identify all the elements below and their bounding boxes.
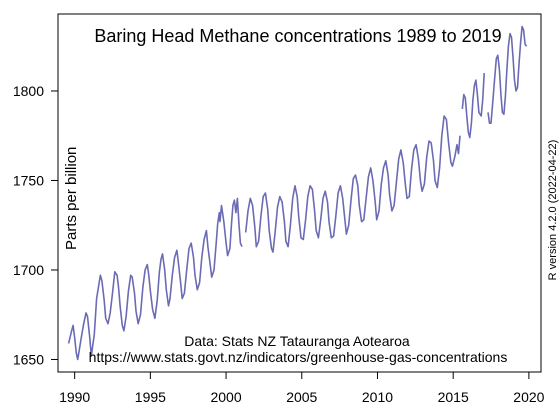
series-line-segment-2 <box>244 115 461 253</box>
series-group <box>67 25 528 361</box>
x-tick-label: 1990 <box>59 389 90 405</box>
series-line-segment-3 <box>461 73 485 139</box>
y-tick-label: 1650 <box>13 351 44 367</box>
source-annotation: Data: Stats NZ Tatauranga Aotearoa <box>184 333 410 349</box>
y-axis: 1650 1700 1750 1800 <box>13 83 58 367</box>
r-version-note: R version 4.2.0 (2022-04-22) <box>547 140 559 281</box>
x-tick-label: 2000 <box>210 389 241 405</box>
x-tick-label: 2015 <box>438 389 469 405</box>
y-tick-label: 1700 <box>13 262 44 278</box>
source-url-annotation: https://www.stats.govt.nz/indicators/gre… <box>89 349 508 365</box>
y-tick-label: 1750 <box>13 172 44 188</box>
series-line-segment-1 <box>67 197 243 361</box>
x-axis: 1990 1995 2000 2005 2010 2015 2020 <box>59 372 545 405</box>
series-line-segment-4 <box>487 25 528 124</box>
plot-area <box>67 25 528 361</box>
y-tick-label: 1800 <box>13 83 44 99</box>
x-tick-label: 2020 <box>513 389 544 405</box>
y-axis-label: Parts per billion <box>63 147 80 250</box>
x-tick-label: 2010 <box>362 389 393 405</box>
x-tick-label: 1995 <box>135 389 166 405</box>
plot-frame <box>57 13 542 373</box>
x-tick-label: 2005 <box>286 389 317 405</box>
chart-title: Baring Head Methane concentrations 1989 … <box>94 26 501 46</box>
